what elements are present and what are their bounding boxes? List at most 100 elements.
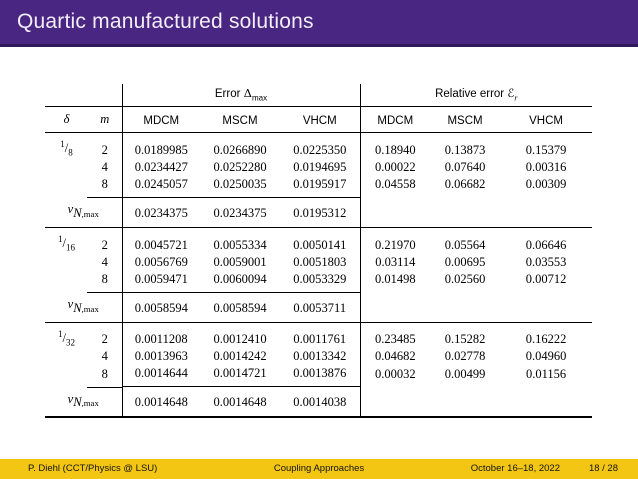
- relative-error-group-label: Relative error: [435, 88, 505, 100]
- col-header-error-mscm: MSCM: [200, 106, 280, 134]
- footer-page-number: 18 / 28: [588, 463, 618, 474]
- data-row: 4 0.0013963 0.0014242 0.0013342 0.04682 0.027…: [45, 348, 592, 366]
- error-value: 0.0011761: [293, 332, 347, 347]
- col-header-error-vhcm: VHCM: [280, 106, 361, 134]
- delta-cell: [45, 159, 88, 176]
- error-group-header: Error Δmax: [121, 84, 361, 108]
- vn-max-row: vN,max 0.0234375 0.0234375 0.0195312: [45, 196, 593, 228]
- error-value: 0.0060094: [213, 271, 267, 286]
- error-value: 0.0013876: [293, 366, 347, 381]
- vn-max-value: 0.0195312: [280, 196, 361, 228]
- slide-header-bar: Quartic manufactured solutions: [0, 0, 638, 47]
- delta-cell: [45, 365, 88, 387]
- col-header-rel-mscm: MSCM: [430, 106, 501, 134]
- delta-cell: 1/32: [58, 328, 75, 348]
- error-value: 0.0013963: [121, 348, 200, 366]
- vn-max-value: 0.0014038: [280, 386, 361, 419]
- vn-max-label: vN,max: [45, 197, 122, 228]
- m-symbol: m: [100, 112, 110, 127]
- relative-value: 0.15379: [525, 142, 567, 157]
- col-header-delta: δ: [45, 106, 88, 134]
- relative-value: 0.13873: [444, 142, 486, 157]
- table-head: Error Δmax Relative error ℰr δ m MDCM MS…: [45, 84, 593, 134]
- relative-value: 0.00316: [525, 159, 567, 174]
- relative-value: 0.00712: [525, 272, 567, 287]
- delta-max-symbol: Δ: [243, 86, 252, 100]
- error-value: 0.0050141: [293, 237, 347, 252]
- error-value: 0.0059001: [213, 254, 267, 269]
- relative-value: 0.03553: [525, 254, 567, 269]
- data-row: 8 0.0245057 0.0250035 0.0195917 0.04558 0.066…: [45, 175, 592, 198]
- error-value: 0.0059471: [121, 270, 200, 293]
- relative-value: 0.04682: [359, 348, 431, 366]
- vn-max-value: 0.0014648: [121, 386, 200, 419]
- error-value: 0.0250035: [213, 176, 267, 191]
- column-header-row: δ m MDCM MSCM VHCM MDCM MSCM VHCM: [45, 106, 593, 134]
- table-body: 1/8 2 0.0189985 0.0266890 0.0225350 0.18940 0.…: [45, 132, 593, 419]
- vn-max-row: vN,max 0.0014648 0.0014648 0.0014038: [45, 386, 593, 419]
- error-group-label: Error: [214, 88, 241, 100]
- footer-date: October 16–18, 2022: [470, 463, 560, 474]
- group-header-spacer: [45, 84, 122, 108]
- page-title: Quartic manufactured solutions: [17, 10, 314, 33]
- script-e-symbol: ℰ: [507, 86, 515, 100]
- vn-max-value: 0.0053711: [280, 291, 361, 323]
- relative-value: 0.01156: [525, 366, 567, 381]
- empty-relative-cell: [359, 197, 593, 228]
- vn-max-row: vN,max 0.0058594 0.0058594 0.0053711: [45, 291, 593, 323]
- m-cell: 4: [101, 254, 108, 269]
- relative-value: 0.18940: [359, 132, 431, 159]
- relative-value: 0.15282: [444, 332, 486, 347]
- data-row: 1/32 2 0.0011208 0.0012410 0.0011761 0.23485 0…: [45, 322, 592, 349]
- error-value: 0.0011208: [121, 322, 200, 349]
- delta-cell: 1/16: [58, 233, 75, 253]
- col-header-rel-mdcm: MDCM: [359, 106, 431, 134]
- error-value: 0.0013342: [293, 349, 347, 364]
- delta-symbol: δ: [63, 112, 70, 127]
- vn-max-value: 0.0058594: [121, 291, 200, 323]
- m-cell: 8: [101, 272, 108, 287]
- relative-value: 0.05564: [444, 237, 486, 252]
- col-header-m: m: [88, 106, 122, 134]
- relative-value: 0.03114: [359, 253, 431, 271]
- relative-value: 0.06682: [444, 177, 486, 192]
- m-cell: 2: [101, 332, 108, 347]
- vn-max-label: vN,max: [45, 386, 122, 419]
- error-value: 0.0014721: [213, 366, 267, 381]
- footer-talk-title: Coupling Approaches: [273, 463, 365, 474]
- m-cell: 2: [101, 237, 108, 252]
- data-row: 8 0.0059471 0.0060094 0.0053329 0.01498 0.025…: [45, 270, 592, 293]
- relative-error-group-header: Relative error ℰr: [359, 84, 593, 108]
- error-value: 0.0194695: [293, 159, 347, 174]
- error-value: 0.0045721: [121, 227, 200, 254]
- error-value: 0.0055334: [213, 237, 267, 252]
- data-row: 1/8 2 0.0189985 0.0266890 0.0225350 0.18940 0.…: [45, 132, 592, 159]
- relative-value: 0.06646: [525, 237, 567, 252]
- results-table: Error Δmax Relative error ℰr δ m MDCM MS…: [45, 84, 593, 419]
- relative-value: 0.02778: [444, 349, 486, 364]
- error-value: 0.0225350: [293, 142, 347, 157]
- relative-value: 0.21970: [359, 227, 431, 254]
- data-row: 1/16 2 0.0045721 0.0055334 0.0050141 0.21970 0…: [45, 227, 592, 254]
- m-cell: 8: [101, 366, 108, 381]
- delta-cell: [45, 348, 88, 365]
- data-row: 4 0.0234427 0.0252280 0.0194695 0.00022 0.076…: [45, 158, 592, 176]
- col-header-error-mdcm: MDCM: [121, 106, 200, 134]
- vn-max-value: 0.0234375: [121, 196, 200, 228]
- relative-value: 0.07640: [444, 159, 486, 174]
- vn-max-label: vN,max: [45, 292, 122, 323]
- col-header-rel-vhcm: VHCM: [500, 106, 593, 134]
- error-value: 0.0056769: [121, 253, 200, 271]
- error-value: 0.0189985: [121, 132, 200, 159]
- delta-cell: [45, 254, 88, 271]
- m-cell: 2: [101, 142, 108, 157]
- relative-value: 0.00022: [359, 158, 431, 176]
- relative-value: 0.02560: [444, 272, 486, 287]
- relative-value: 0.01498: [359, 270, 431, 293]
- delta-cell: [45, 176, 88, 198]
- delta-max-subscript: max: [251, 93, 268, 103]
- relative-value: 0.04558: [359, 175, 431, 198]
- data-row: 4 0.0056769 0.0059001 0.0051803 0.03114 0.006…: [45, 253, 592, 271]
- footer-author: P. Diehl (CCT/Physics @ LSU): [28, 463, 158, 474]
